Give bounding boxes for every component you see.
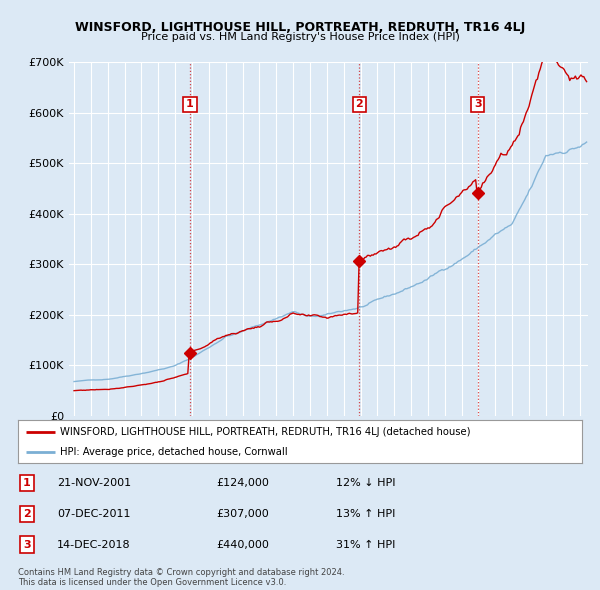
Text: 1: 1 [186,100,194,109]
Text: 13% ↑ HPI: 13% ↑ HPI [336,509,395,519]
Text: WINSFORD, LIGHTHOUSE HILL, PORTREATH, REDRUTH, TR16 4LJ (detached house): WINSFORD, LIGHTHOUSE HILL, PORTREATH, RE… [60,427,471,437]
Text: 2: 2 [355,100,363,109]
Text: £124,000: £124,000 [216,478,269,488]
Text: WINSFORD, LIGHTHOUSE HILL, PORTREATH, REDRUTH, TR16 4LJ: WINSFORD, LIGHTHOUSE HILL, PORTREATH, RE… [75,21,525,34]
Text: 3: 3 [474,100,481,109]
Text: HPI: Average price, detached house, Cornwall: HPI: Average price, detached house, Corn… [60,447,288,457]
Text: Contains HM Land Registry data © Crown copyright and database right 2024.
This d: Contains HM Land Registry data © Crown c… [18,568,344,587]
Text: 3: 3 [23,540,31,549]
Text: 21-NOV-2001: 21-NOV-2001 [57,478,131,488]
Text: Price paid vs. HM Land Registry's House Price Index (HPI): Price paid vs. HM Land Registry's House … [140,32,460,42]
Text: 2: 2 [23,509,31,519]
Text: 12% ↓ HPI: 12% ↓ HPI [336,478,395,488]
Text: 1: 1 [23,478,31,488]
Text: 31% ↑ HPI: 31% ↑ HPI [336,540,395,549]
Text: 07-DEC-2011: 07-DEC-2011 [57,509,131,519]
Text: 14-DEC-2018: 14-DEC-2018 [57,540,131,549]
Text: £440,000: £440,000 [216,540,269,549]
Text: £307,000: £307,000 [216,509,269,519]
